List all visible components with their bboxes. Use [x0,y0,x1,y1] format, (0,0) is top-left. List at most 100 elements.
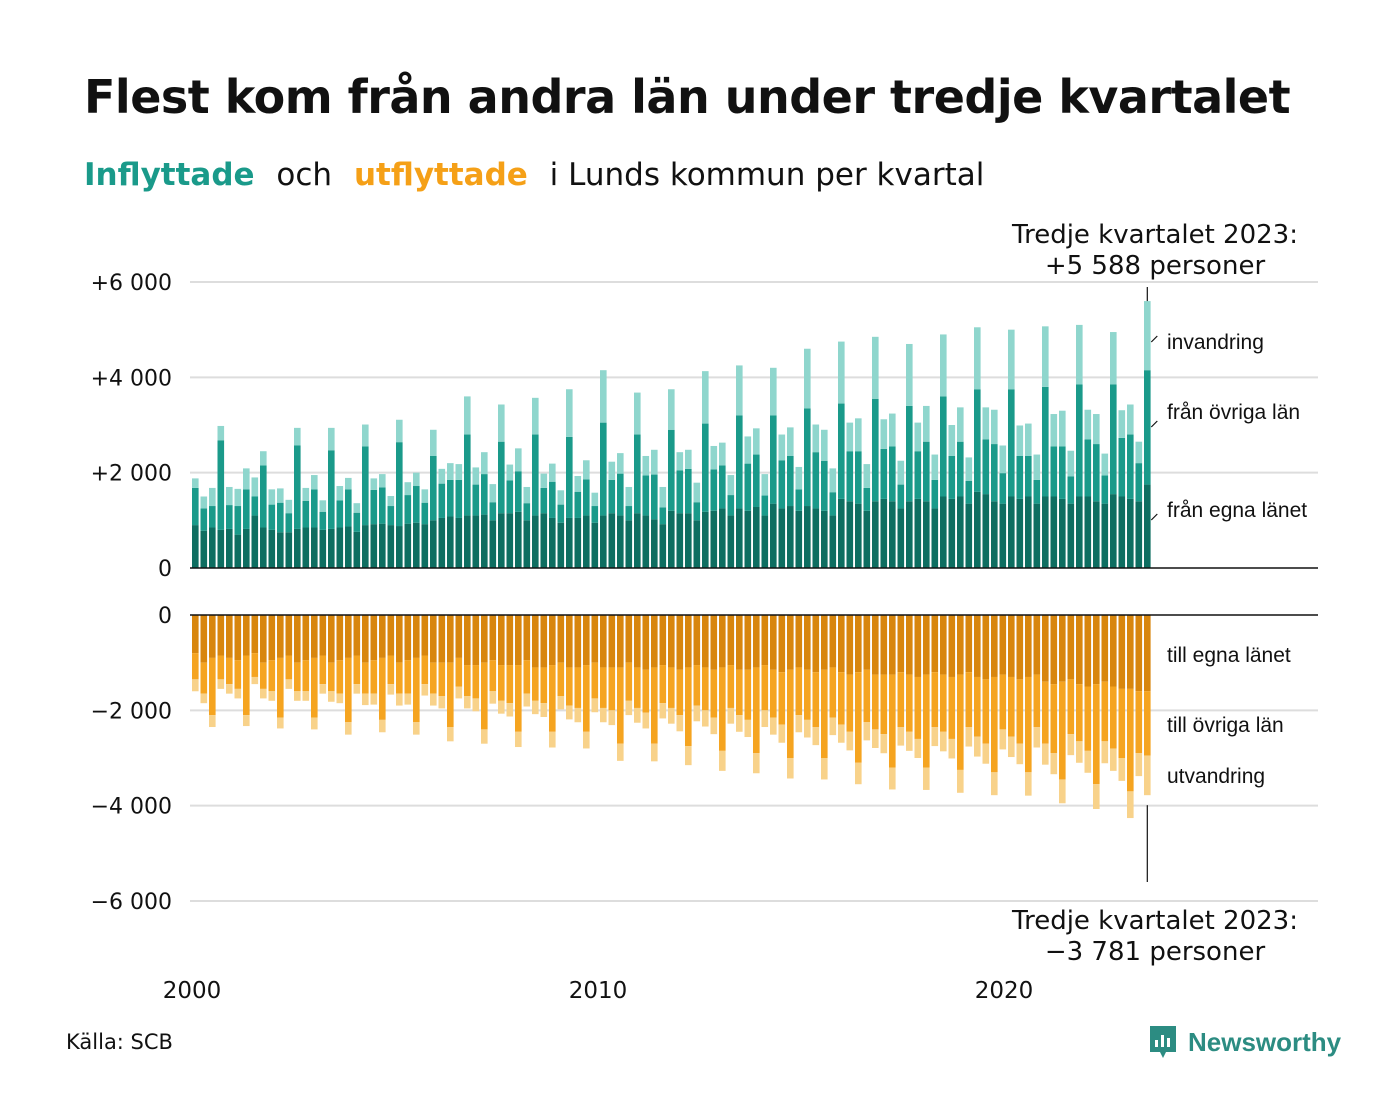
bar-out-segment [379,719,386,733]
bar-out-segment [702,667,709,711]
bar-in-segment [523,503,531,521]
bar-in-segment [914,498,922,568]
bar-in-segment [540,487,548,514]
bar-out-segment [515,665,522,732]
bar-in-segment [1025,423,1032,456]
bar-in-segment [897,460,905,485]
bar-in-segment [566,517,573,568]
bar-in-segment [812,452,820,509]
bar-in-segment [778,508,786,568]
bar-in-segment [311,489,318,528]
bar-out-segment [1093,615,1100,685]
bar-out-segment [1025,615,1032,677]
bar-out-segment [948,738,956,759]
bar-out-segment [328,615,335,663]
bar-in-segment [880,419,888,449]
bar-out-segment [506,665,514,704]
bar-out-segment [234,688,242,699]
bar-out-segment [821,615,828,670]
bar-in-segment [880,498,888,568]
bar-in-segment [753,506,760,568]
bar-in-segment [447,516,454,568]
bar-in-segment [948,498,956,568]
bar-out-segment [277,657,284,718]
bar-out-segment [923,615,930,675]
bar-out-segment [608,615,616,668]
bar-out-segment [761,615,769,666]
bar-out-segment [642,615,650,670]
bar-out-segment [566,615,573,668]
bar-in-segment [302,527,310,568]
bar-out-segment [1127,791,1134,819]
bar-in-segment [1076,324,1083,385]
bar-out-segment [413,615,420,658]
bar-in-segment [736,415,743,509]
bar-out-segment [481,615,488,663]
bar-in-segment [634,434,641,514]
bar-out-segment [260,615,267,663]
bar-in-segment [923,501,930,568]
bar-in-segment [464,396,471,435]
bar-out-segment [693,705,701,722]
bar-in-segment [1067,476,1075,504]
bar-out-segment [710,717,718,735]
bar-out-segment [897,727,905,746]
bar-in-segment [693,502,701,521]
bar-out-segment [387,655,395,685]
bar-out-segment [1135,753,1143,777]
bar-in-segment [217,529,225,568]
bar-in-segment [243,468,250,490]
bar-out-segment [217,679,225,689]
bar-out-segment [965,727,973,747]
bar-out-segment [404,615,412,661]
bar-out-segment [1127,615,1134,689]
bar-in-segment [702,371,709,424]
bar-out-segment [472,615,480,666]
bar-in-segment [506,513,514,568]
bar-out-segment [1059,779,1066,804]
annotation-bottom-line1: Tredje kvartalet 2023: [1011,906,1298,936]
bar-out-segment [855,762,862,785]
bar-out-segment [328,662,335,692]
bar-in-segment [234,506,242,535]
bar-in-segment [1135,463,1143,502]
bar-in-segment [659,486,667,508]
bar-out-segment [965,672,973,728]
bar-out-segment [438,615,446,663]
bar-in-segment [1144,301,1151,371]
bar-in-segment [243,489,250,529]
legend-label-bottom: till egna länet [1167,644,1291,667]
bar-in-segment [549,517,556,568]
bar-out-segment [753,753,760,774]
bar-out-segment [302,615,310,661]
bar-out-segment [413,657,420,723]
bar-in-segment [880,448,888,499]
bar-in-segment [719,442,726,466]
bar-out-segment [991,615,998,677]
bar-in-segment [659,524,667,568]
bar-in-segment [430,429,437,456]
bar-in-segment [438,483,446,518]
bar-out-segment [464,665,471,697]
subtitle-inflyttade: Inflyttade [84,157,255,193]
bar-out-segment [591,662,599,699]
bar-out-segment [498,615,505,666]
bar-out-segment [498,665,505,701]
legend-label-top: från övriga län [1167,401,1300,424]
bar-in-segment [591,506,599,523]
bar-out-segment [659,615,667,666]
bar-in-segment [1042,496,1049,568]
bar-in-segment [498,513,505,568]
bar-out-segment [413,722,420,735]
bar-in-segment [829,515,837,568]
bar-in-segment [744,436,752,464]
bar-out-segment [795,715,803,733]
bar-out-segment [1008,736,1015,758]
bar-out-segment [217,655,225,680]
bar-in-segment [974,389,981,492]
bar-out-segment [1101,681,1109,742]
bar-out-segment [1093,784,1100,810]
y-tick-label: −6 000 [91,890,172,915]
bar-out-segment [676,669,684,716]
bar-out-segment [370,660,378,694]
